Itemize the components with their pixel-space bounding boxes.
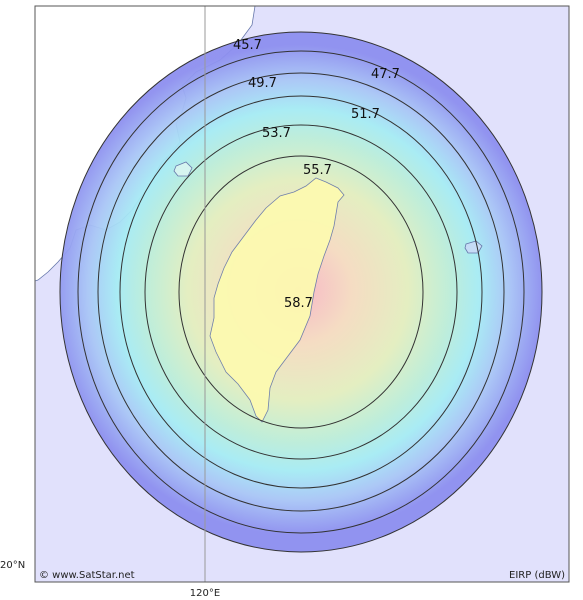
contour-label-53-7: 53.7: [262, 126, 291, 141]
unit-label: EIRP (dBW): [509, 570, 565, 581]
contour-label-45-7: 45.7: [233, 38, 262, 53]
contour-label-47-7: 47.7: [371, 67, 400, 82]
latitude-label: 20°N: [0, 560, 25, 571]
map-frame: [34, 5, 570, 583]
contour-51-7: [119, 95, 483, 489]
copyright-text: © www.SatStar.net: [39, 570, 135, 581]
longitude-label: 120°E: [190, 588, 220, 599]
center-value-label: 58.7: [284, 296, 313, 311]
contour-55-7: [178, 155, 424, 429]
contour-label-51-7: 51.7: [351, 107, 380, 122]
penghu-island: [173, 161, 193, 177]
contour-label-55-7: 55.7: [303, 163, 332, 178]
contour-53-7: [144, 124, 458, 460]
contour-45-7: [59, 31, 543, 553]
taiwan-island: [209, 177, 345, 423]
contour-49-7: [97, 72, 505, 512]
contour-label-49-7: 49.7: [248, 76, 277, 91]
contour-47-7: [77, 50, 525, 534]
contour-lines: [59, 31, 543, 553]
